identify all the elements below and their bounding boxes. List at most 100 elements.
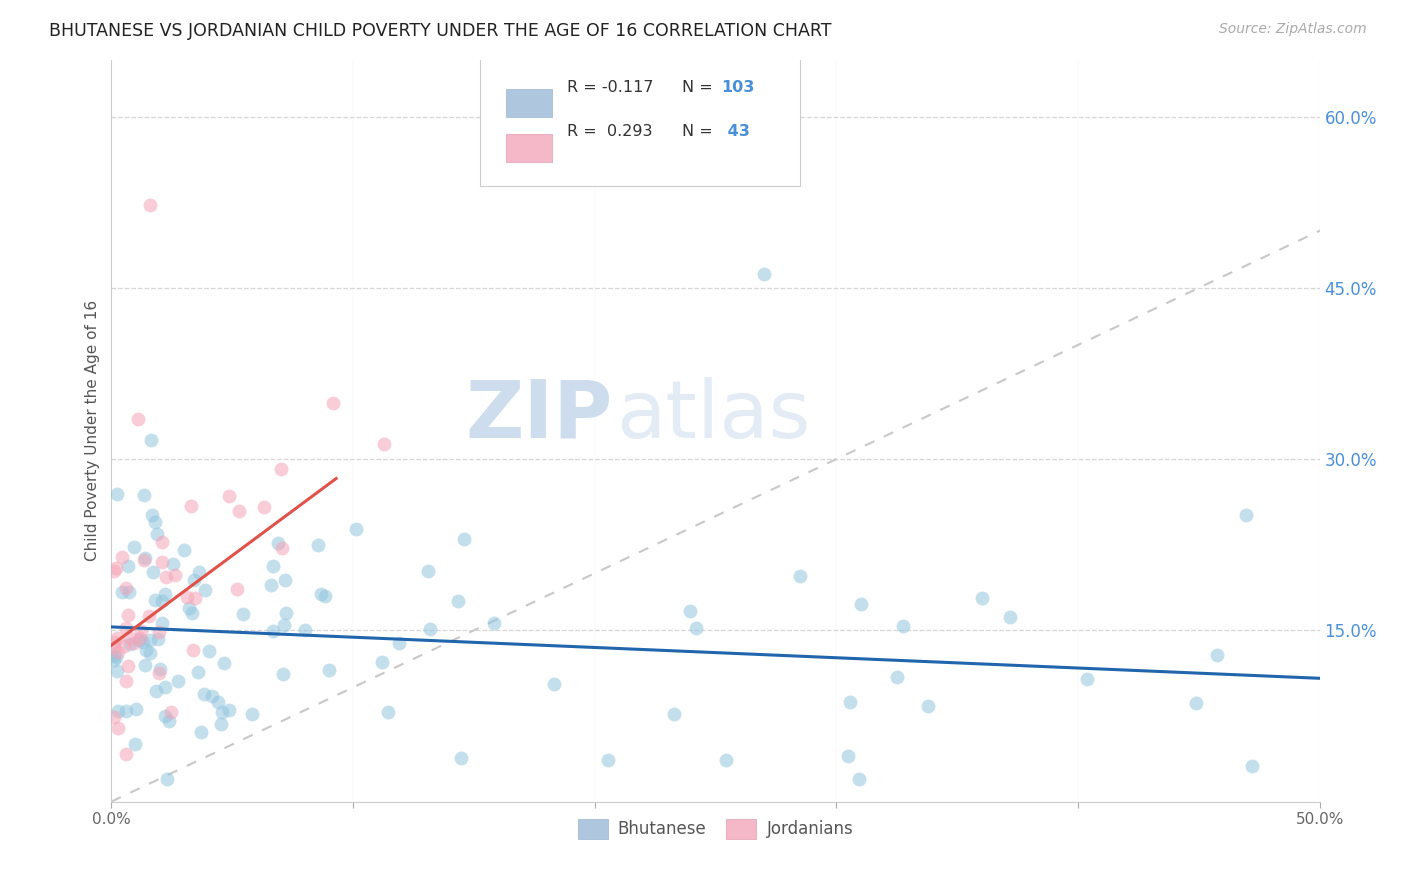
Point <box>211 705 233 719</box>
Point <box>145 683 167 698</box>
Point <box>201 689 224 703</box>
Point <box>849 598 872 612</box>
FancyBboxPatch shape <box>506 134 553 162</box>
Point <box>1234 508 1257 522</box>
Text: N =: N = <box>682 79 717 95</box>
Point <box>453 532 475 546</box>
Point <box>450 751 472 765</box>
Point <box>416 564 439 578</box>
Point <box>146 526 169 541</box>
Point <box>150 594 173 608</box>
Point <box>157 714 180 728</box>
Point <box>104 561 127 575</box>
Point <box>891 619 914 633</box>
Point <box>183 591 205 605</box>
Point <box>322 395 344 409</box>
Point <box>260 578 283 592</box>
Point <box>917 699 939 714</box>
Point <box>225 582 247 597</box>
Point <box>150 534 173 549</box>
Point <box>153 680 176 694</box>
Point <box>107 705 129 719</box>
Point <box>1076 672 1098 686</box>
Point <box>112 639 135 653</box>
Point <box>128 633 150 648</box>
Point <box>294 624 316 638</box>
Point <box>373 437 395 451</box>
Point <box>150 615 173 630</box>
Point <box>134 657 156 672</box>
Point <box>135 643 157 657</box>
Point <box>142 565 165 579</box>
FancyBboxPatch shape <box>506 89 553 118</box>
Point <box>103 565 125 579</box>
Point <box>103 648 125 662</box>
Point <box>114 704 136 718</box>
Point <box>752 267 775 281</box>
Point <box>160 705 183 719</box>
Point <box>194 582 217 597</box>
Point <box>177 600 200 615</box>
Point <box>149 662 172 676</box>
Point <box>114 747 136 761</box>
FancyBboxPatch shape <box>479 56 800 186</box>
Point <box>139 632 162 647</box>
Point <box>1206 648 1229 663</box>
Point <box>188 565 211 579</box>
Point <box>181 642 204 657</box>
Point <box>117 608 139 623</box>
Point <box>134 551 156 566</box>
Point <box>664 706 686 721</box>
Point <box>839 695 862 709</box>
Point <box>163 567 186 582</box>
Point <box>309 587 332 601</box>
Point <box>180 606 202 620</box>
Point <box>118 585 141 599</box>
Point <box>314 589 336 603</box>
Point <box>155 708 177 723</box>
Point <box>596 753 619 767</box>
Point <box>103 710 125 724</box>
Text: N =: N = <box>682 124 717 139</box>
Point <box>150 556 173 570</box>
Point <box>273 618 295 632</box>
Text: ZIP: ZIP <box>465 376 613 455</box>
Point <box>262 624 284 639</box>
Point <box>120 636 142 650</box>
Point <box>132 635 155 649</box>
Point <box>274 606 297 620</box>
Point <box>105 486 128 500</box>
Point <box>716 754 738 768</box>
Point <box>837 749 859 764</box>
Point <box>271 667 294 681</box>
Point <box>122 540 145 554</box>
Point <box>543 676 565 690</box>
Point <box>114 673 136 688</box>
Point <box>318 663 340 677</box>
Legend: Bhutanese, Jordanians: Bhutanese, Jordanians <box>571 813 860 846</box>
Text: R =  0.293: R = 0.293 <box>567 124 652 139</box>
Point <box>193 687 215 701</box>
Point <box>143 593 166 607</box>
Text: 103: 103 <box>721 79 755 95</box>
Point <box>176 591 198 605</box>
Point <box>125 702 148 716</box>
Point <box>270 461 292 475</box>
Point <box>162 557 184 571</box>
Point <box>187 665 209 679</box>
Point <box>180 499 202 513</box>
Point <box>267 536 290 550</box>
Point <box>122 636 145 650</box>
Point <box>218 490 240 504</box>
Point <box>143 515 166 529</box>
Point <box>232 607 254 621</box>
Point <box>274 573 297 587</box>
Point <box>190 725 212 739</box>
Point <box>1185 696 1208 710</box>
Point <box>128 631 150 645</box>
Point <box>138 609 160 624</box>
Point <box>388 636 411 650</box>
Point <box>139 647 162 661</box>
Point <box>105 631 128 645</box>
Point <box>240 706 263 721</box>
